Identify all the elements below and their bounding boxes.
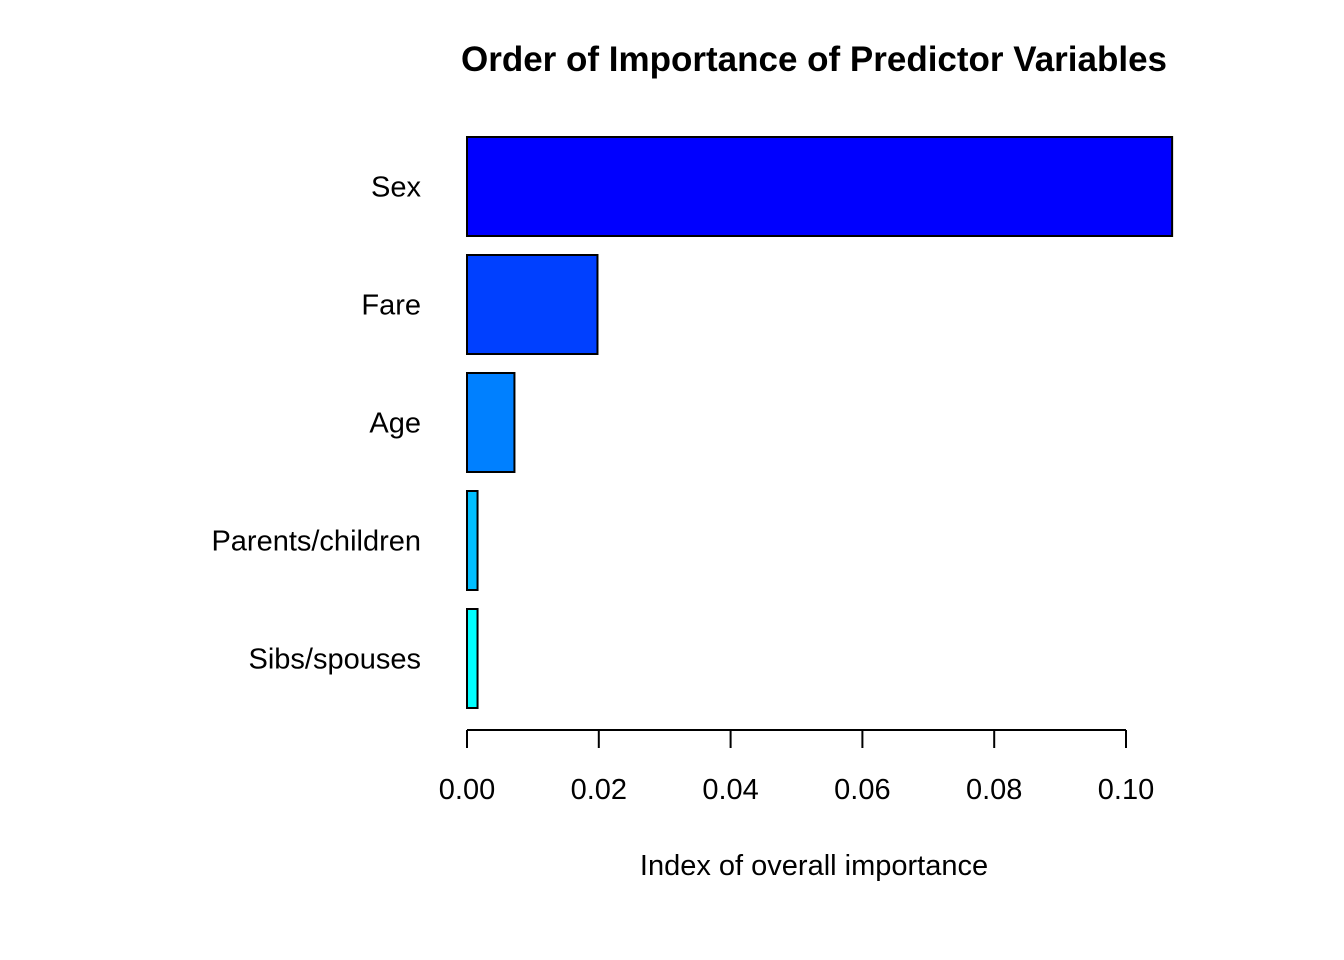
x-tick-label: 0.10: [1098, 774, 1154, 806]
bar-sibs-spouses: [466, 608, 479, 709]
bars-group: [466, 136, 1174, 709]
x-tick-label: 0.04: [702, 774, 758, 806]
category-label-sex: Sex: [371, 172, 421, 204]
x-axis: 0.00 0.02 0.04 0.06 0.08 0.10: [439, 729, 1154, 806]
category-label-age: Age: [369, 408, 421, 440]
x-tick-label: 0.02: [571, 774, 627, 806]
x-tick-label: 0.00: [439, 774, 495, 806]
x-ticks: 0.00 0.02 0.04 0.06 0.08 0.10: [439, 730, 1154, 806]
category-label-fare: Fare: [361, 290, 421, 322]
bar-parents-children: [466, 490, 479, 591]
category-label-sibs-spouses: Sibs/spouses: [249, 644, 422, 676]
category-label-parents-children: Parents/children: [211, 526, 421, 558]
x-tick-label: 0.06: [834, 774, 890, 806]
chart-title: Order of Importance of Predictor Variabl…: [461, 40, 1167, 79]
x-tick-label: 0.08: [966, 774, 1022, 806]
category-labels: Sex Fare Age Parents/children Sibs/spouses: [211, 172, 421, 676]
bar-sex: [466, 136, 1174, 237]
bar-fare: [466, 254, 599, 355]
x-axis-title: Index of overall importance: [640, 850, 988, 882]
bar-age: [466, 372, 516, 473]
